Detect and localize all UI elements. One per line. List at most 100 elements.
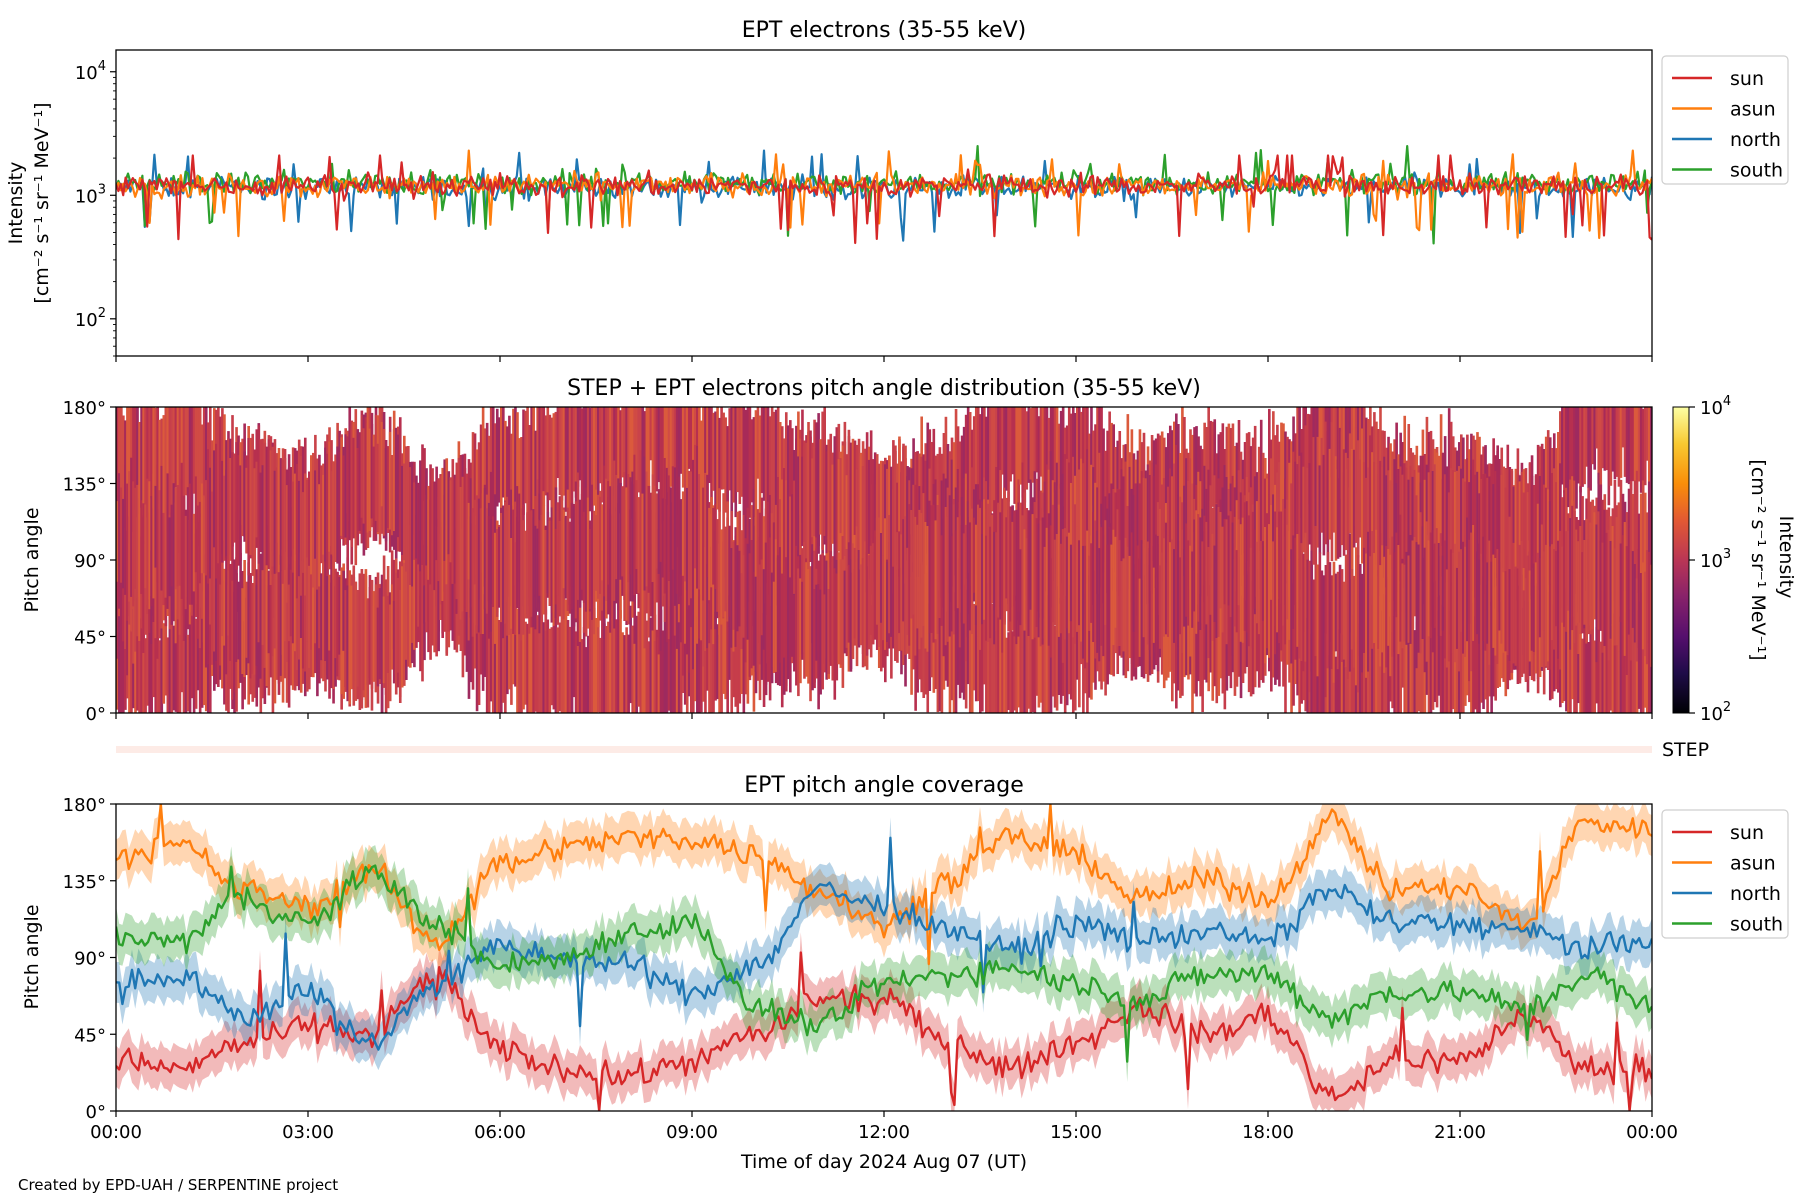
heatmap-cell — [176, 407, 180, 496]
heatmap-cell — [467, 518, 471, 641]
heatmap-cell — [1316, 436, 1320, 548]
heatmap-cell — [1625, 546, 1629, 675]
heatmap-cell — [900, 461, 903, 568]
heatmap-cell — [1619, 543, 1623, 622]
heatmap-cell — [1322, 639, 1326, 713]
heatmap-cell — [689, 598, 693, 713]
heatmap-cell — [1336, 459, 1340, 559]
heatmap-cell — [1134, 564, 1138, 668]
heatmap-cell — [762, 516, 766, 613]
heatmap-cell — [978, 602, 982, 713]
heatmap-cell — [1554, 482, 1558, 613]
heatmap-cell — [1421, 606, 1425, 713]
heatmap-cell — [694, 529, 697, 670]
heatmap-cell — [1201, 541, 1204, 624]
heatmap-cell — [1637, 407, 1641, 482]
heatmap-cell — [297, 530, 301, 660]
credit-text: Created by EPD-UAH / SERPENTINE project — [18, 1176, 339, 1194]
heatmap-cell — [1270, 505, 1273, 600]
heatmap-cell — [1512, 486, 1516, 585]
heatmap-cell — [564, 407, 568, 512]
heatmap-cell — [1643, 571, 1647, 657]
heatmap-cell — [1617, 635, 1621, 713]
heatmap-cell — [457, 542, 461, 636]
heatmap-cell — [1177, 424, 1180, 532]
heatmap-cell — [647, 485, 651, 593]
heatmap-cell — [279, 554, 283, 676]
heatmap-cell — [439, 475, 442, 605]
heatmap-cell — [1536, 503, 1540, 587]
heatmap-cell — [1076, 407, 1079, 495]
heatmap-cell — [413, 482, 416, 560]
heatmap-cell — [950, 459, 954, 603]
heatmap-cell — [578, 407, 582, 481]
heatmap-cell — [170, 407, 174, 520]
heatmap-cell — [479, 424, 483, 558]
heatmap-cell — [132, 481, 135, 607]
heatmap-cell — [156, 616, 160, 713]
heatmap-cell — [150, 407, 153, 499]
heatmap-cell — [447, 549, 451, 632]
heatmap-cell — [586, 497, 590, 629]
heatmap-cell — [1173, 549, 1176, 643]
heatmap-cell — [704, 472, 707, 604]
heatmap-cell — [867, 459, 871, 554]
heatmap-cell — [1154, 464, 1158, 588]
heatmap-cell — [1294, 461, 1297, 568]
heatmap-cell — [1219, 559, 1223, 679]
heatmap-cell — [687, 407, 691, 469]
heatmap-cell — [356, 590, 360, 687]
heatmap-cell — [219, 533, 222, 666]
heatmap-cell — [1429, 464, 1433, 599]
heatmap-cell — [1389, 554, 1392, 677]
heatmap-cell — [176, 609, 180, 713]
heatmap-cell — [1647, 481, 1651, 604]
heatmap-cell — [974, 524, 978, 606]
heatmap-cell — [698, 474, 701, 590]
heatmap-cell — [1528, 462, 1532, 602]
heatmap-cell — [1431, 530, 1435, 653]
heatmap-cell — [1096, 530, 1099, 653]
heatmap-cell — [419, 460, 422, 572]
heatmap-cell — [1253, 529, 1257, 609]
heatmap-cell — [1057, 504, 1061, 637]
heatmap-cell — [617, 407, 620, 486]
legend-label-asun: asun — [1730, 99, 1776, 121]
heatmap-cell — [219, 478, 222, 585]
heatmap-cell — [857, 438, 861, 559]
heatmap-cell — [835, 427, 839, 560]
heatmap-cell — [1195, 426, 1198, 522]
heatmap-cell — [716, 624, 719, 700]
heatmap-cell — [1259, 459, 1263, 590]
heatmap-cell — [1261, 452, 1265, 586]
heatmap-cell — [795, 545, 798, 686]
heatmap-cell — [1395, 532, 1398, 618]
heatmap-cell — [1504, 571, 1508, 652]
heatmap-cell — [299, 455, 303, 596]
heatmap-cell — [150, 496, 153, 607]
heatmap-cell — [1627, 407, 1631, 485]
heatmap-cell — [572, 506, 576, 627]
heatmap-cell — [1540, 524, 1544, 667]
heatmap-cell — [568, 521, 572, 614]
heatmap-cell — [1391, 536, 1394, 657]
heatmap-cell — [1035, 618, 1039, 696]
heatmap-cell — [1439, 457, 1443, 596]
heatmap-cell — [1150, 543, 1154, 674]
heatmap-cell — [1411, 476, 1415, 564]
heatmap-cell — [906, 547, 909, 635]
heatmap-cell — [534, 430, 537, 521]
heatmap-cell — [1308, 463, 1312, 545]
heatmap-cell — [429, 519, 432, 660]
series-band-asun — [116, 804, 1652, 985]
heatmap-cell — [776, 477, 780, 606]
heatmap-cell — [1627, 558, 1631, 635]
heatmap-cell — [635, 407, 639, 512]
heatmap-cell — [285, 563, 289, 662]
heatmap-cell — [601, 407, 604, 503]
heatmap-cell — [1332, 407, 1336, 469]
heatmap-cell — [1486, 562, 1489, 644]
heatmap-cell — [615, 475, 618, 580]
heatmap-cell — [320, 465, 323, 564]
heatmap-cell — [789, 577, 792, 656]
